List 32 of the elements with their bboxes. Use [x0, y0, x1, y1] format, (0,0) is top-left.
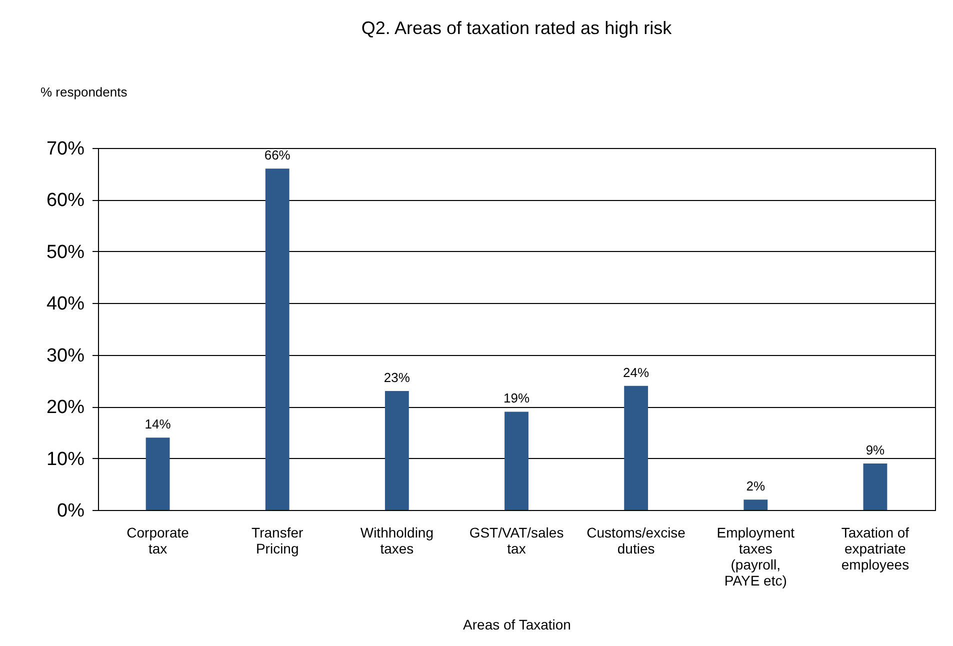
x-tick-label: Withholding taxes — [360, 524, 434, 556]
y-tick-label: 0% — [57, 500, 85, 522]
data-label: 23% — [384, 370, 410, 386]
data-label: 19% — [503, 390, 530, 406]
bar — [384, 391, 409, 510]
data-label: 24% — [623, 364, 650, 380]
x-tick-label: Taxation of expatriate employees — [841, 524, 910, 572]
data-label: 14% — [144, 416, 172, 432]
data-label: 9% — [866, 442, 886, 458]
y-tick-label: 60% — [46, 190, 85, 212]
data-label: 2% — [746, 478, 766, 494]
y-tick-label: 30% — [46, 345, 85, 366]
data-label: 66% — [264, 148, 291, 163]
y-tick-label: 70% — [46, 138, 85, 160]
y-axis-title: % respondents — [40, 84, 128, 100]
x-tick-label: Customs/excise duties — [586, 524, 686, 556]
bar — [265, 168, 290, 510]
bar — [744, 500, 768, 510]
x-tick-label: GST/VAT/sales tax — [469, 524, 564, 556]
bar — [504, 412, 528, 510]
y-tick-label: 10% — [46, 448, 85, 470]
chart-title: Q2. Areas of taxation rated as high risk — [361, 18, 673, 38]
x-tick-label: Corporate tax — [126, 524, 190, 556]
bar — [863, 463, 888, 510]
y-tick-label: 20% — [46, 397, 85, 418]
bar — [624, 386, 648, 510]
x-tick-label: Employment taxes (payroll, PAYE etc) — [716, 524, 795, 588]
y-tick-label: 40% — [46, 294, 85, 315]
y-tick-label: 50% — [46, 242, 85, 263]
x-axis-title: Areas of Taxation — [463, 616, 571, 632]
bar — [146, 438, 170, 510]
x-tick-label: Transfer Pricing — [252, 524, 304, 556]
